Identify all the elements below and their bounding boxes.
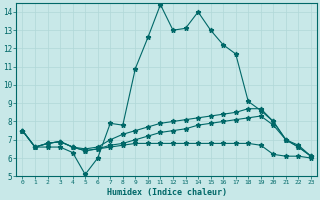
X-axis label: Humidex (Indice chaleur): Humidex (Indice chaleur) (107, 188, 227, 197)
